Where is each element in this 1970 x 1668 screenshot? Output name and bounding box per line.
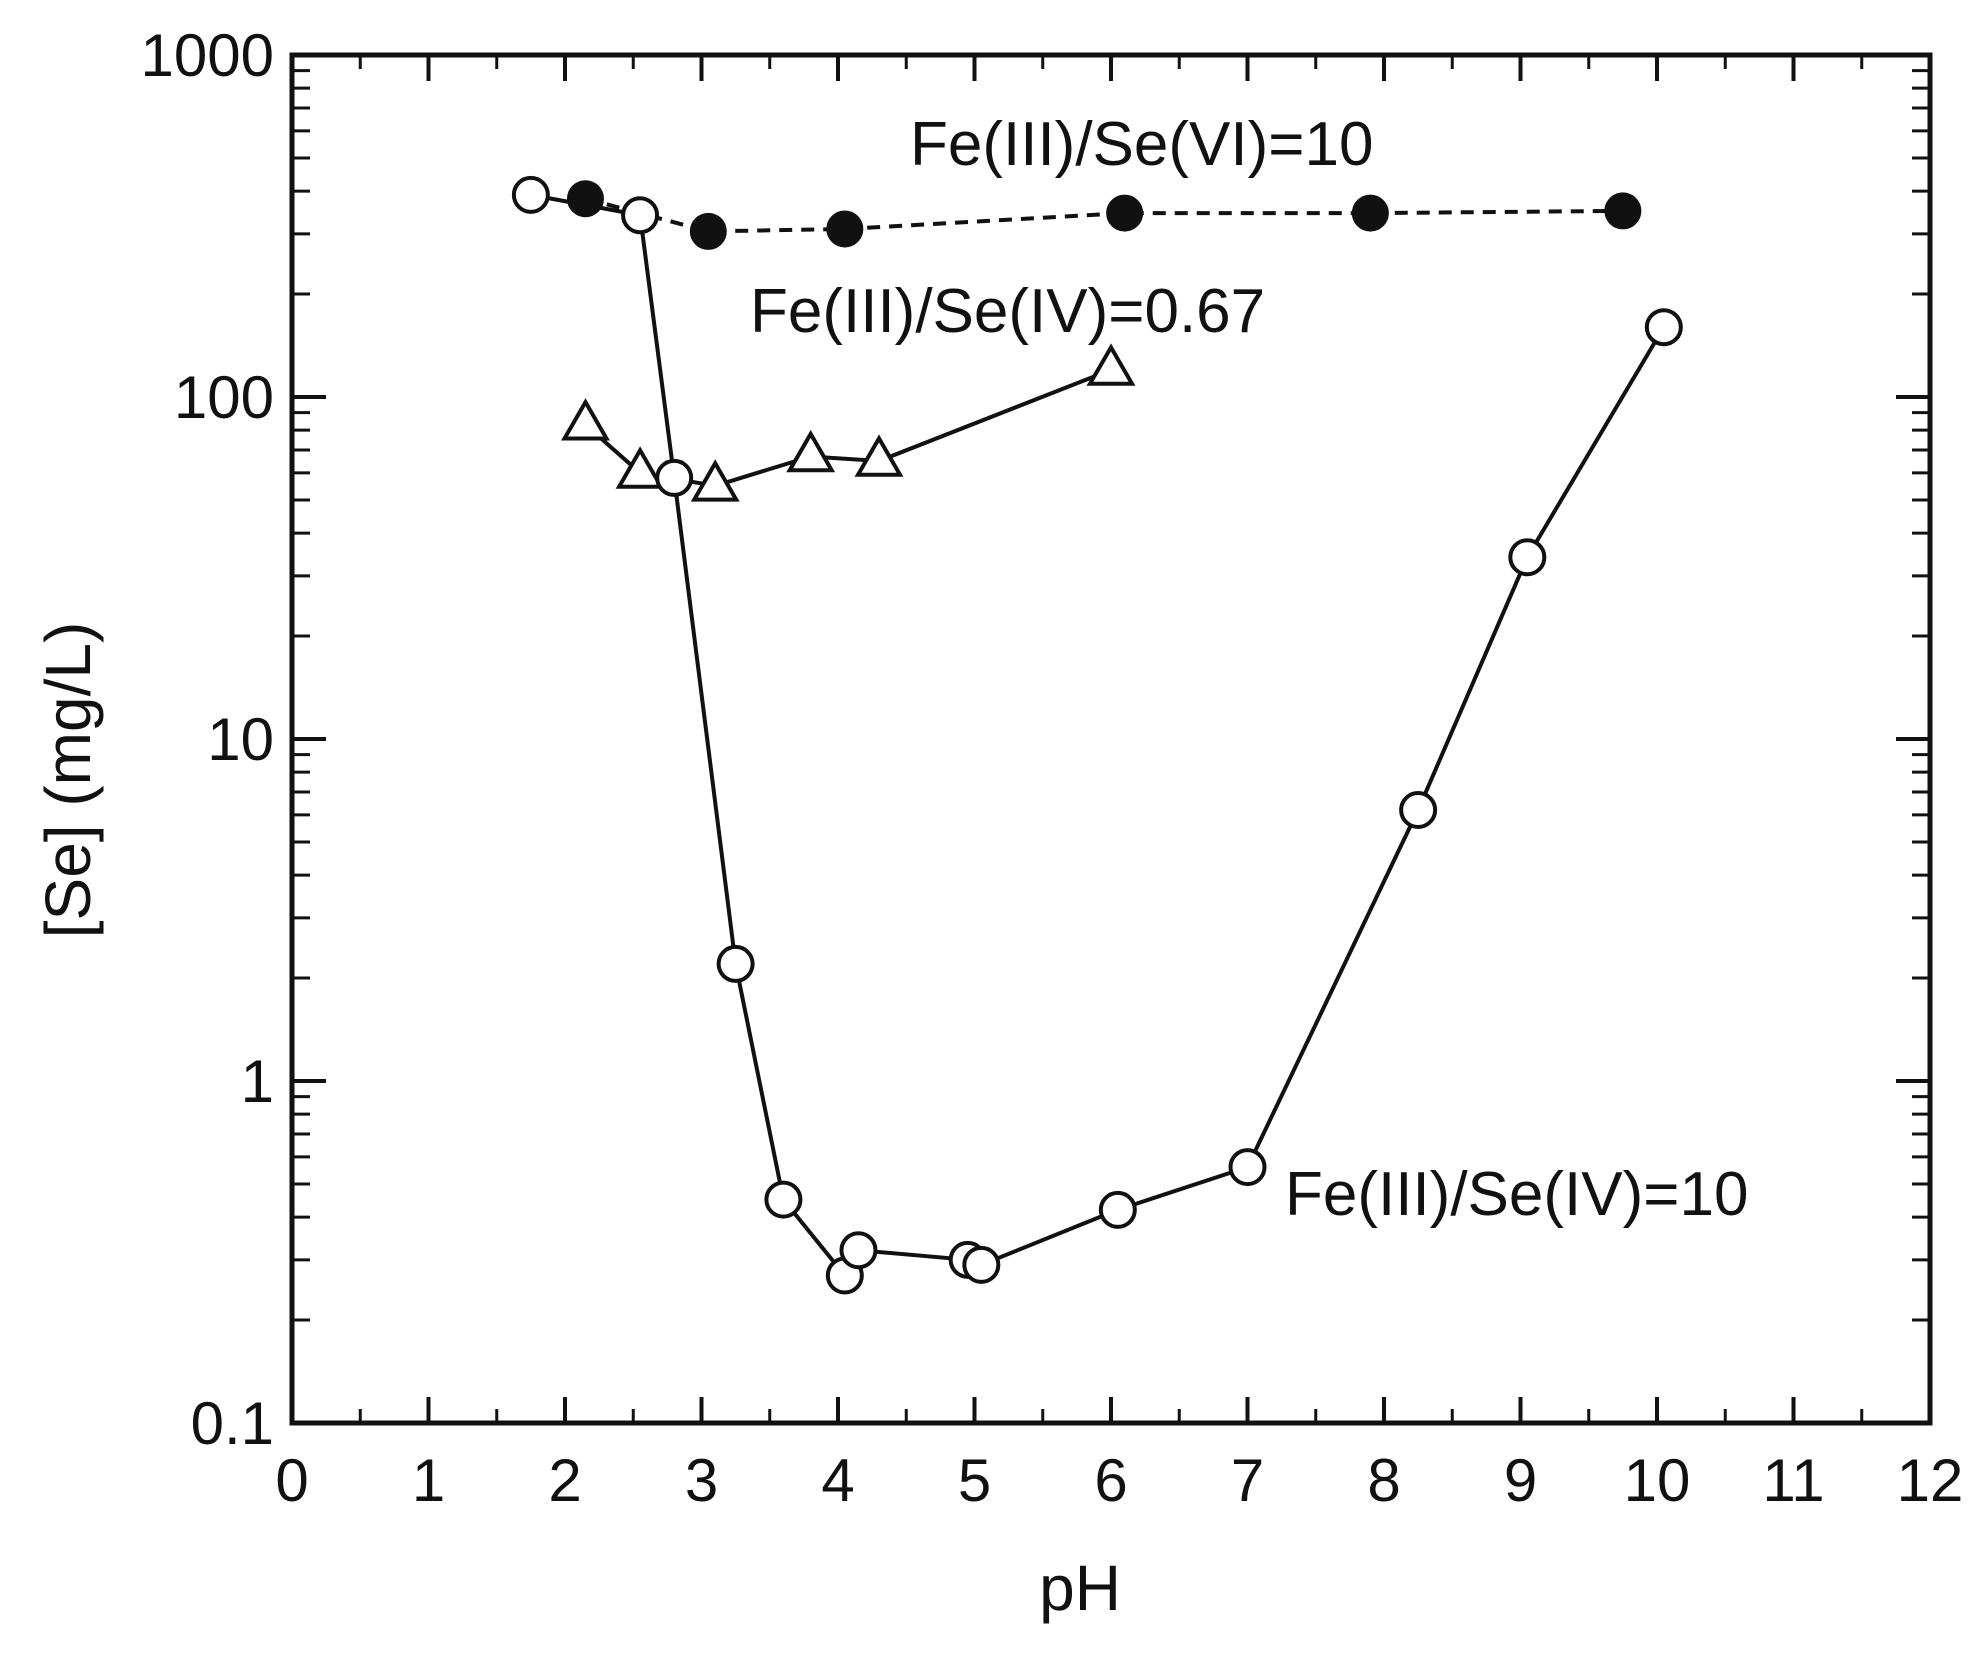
series-3-point-13 <box>1508 538 1547 577</box>
series-3-point-9 <box>962 1245 1001 1284</box>
x-tick-labels: 0 1 2 3 4 5 6 7 8 9 10 11 12 <box>275 1447 1963 1514</box>
series-3-point-2 <box>621 196 660 235</box>
x-tick-label: 8 <box>1367 1447 1400 1514</box>
series-points <box>511 175 1683 1295</box>
series-2-point-5 <box>854 434 904 477</box>
x-axis-title: pH <box>1039 1552 1121 1624</box>
series-1-point-5 <box>1351 194 1389 232</box>
series-label-fe-se-iv-067: Fe(III)/Se(IV)=0.67 <box>750 277 1265 346</box>
y-axis-ticks <box>292 53 1930 1425</box>
series-1-point-2 <box>689 212 727 250</box>
x-tick-label: 1 <box>412 1447 445 1514</box>
x-tick-label: 5 <box>958 1447 991 1514</box>
x-axis-ticks <box>290 55 1932 1423</box>
y-tick-labels: 0.1 1 10 100 1000 <box>141 22 274 1457</box>
series-line-3 <box>530 192 1666 1280</box>
series-3-point-12 <box>1399 791 1438 830</box>
series-lines <box>530 192 1666 1280</box>
series-3-point-1 <box>511 175 550 214</box>
x-tick-label: 11 <box>1762 1447 1824 1514</box>
series-line-1 <box>584 196 1623 234</box>
series-2-point-1 <box>561 398 610 441</box>
series-2-point-6 <box>1086 343 1136 386</box>
series-3-point-5 <box>764 1180 803 1219</box>
series-label-fe-se-iv-10: Fe(III)/Se(IV)=10 <box>1285 1160 1748 1229</box>
series-3-point-10 <box>1098 1190 1137 1229</box>
series-1-point-1 <box>566 180 604 218</box>
series-label-fe-se-vi-10: Fe(III)/Se(VI)=10 <box>910 110 1373 179</box>
series-2-point-2 <box>615 446 665 489</box>
x-tick-label: 6 <box>1094 1447 1127 1514</box>
series-2-point-4 <box>786 429 836 473</box>
series-1-point-4 <box>1106 194 1144 232</box>
y-tick-label: 0.1 <box>191 1390 274 1457</box>
y-tick-label: 1 <box>241 1048 274 1115</box>
series-3-point-4 <box>716 944 755 983</box>
x-tick-label: 2 <box>548 1447 581 1514</box>
series-2-point-3 <box>690 459 740 502</box>
y-tick-label: 100 <box>174 364 274 431</box>
x-tick-label: 0 <box>275 1447 308 1514</box>
x-tick-label: 12 <box>1897 1447 1964 1514</box>
series-1-point-3 <box>826 210 864 248</box>
x-tick-label: 4 <box>821 1447 854 1514</box>
y-tick-label: 10 <box>207 706 274 773</box>
x-tick-label: 3 <box>685 1447 718 1514</box>
x-tick-label: 7 <box>1231 1447 1264 1514</box>
x-tick-label: 10 <box>1624 1447 1691 1514</box>
series-3-point-7 <box>839 1231 878 1270</box>
y-tick-label: 1000 <box>141 22 274 89</box>
plot-area <box>289 52 1933 1426</box>
series-3-point-14 <box>1644 308 1683 347</box>
x-tick-label: 9 <box>1504 1447 1537 1514</box>
series-3-point-3 <box>655 458 694 497</box>
series-3-point-11 <box>1228 1148 1267 1187</box>
y-axis-title: [Se] (mg/L) <box>32 622 104 939</box>
series-1-point-6 <box>1604 192 1642 230</box>
